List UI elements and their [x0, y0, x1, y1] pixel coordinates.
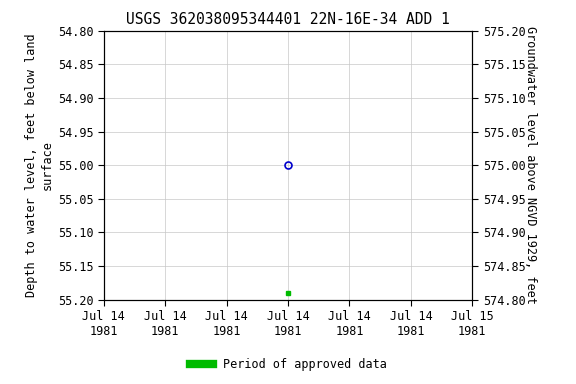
- Title: USGS 362038095344401 22N-16E-34 ADD 1: USGS 362038095344401 22N-16E-34 ADD 1: [126, 12, 450, 27]
- Legend: Period of approved data: Period of approved data: [185, 354, 391, 376]
- Y-axis label: Depth to water level, feet below land
surface: Depth to water level, feet below land su…: [25, 33, 54, 297]
- Y-axis label: Groundwater level above NGVD 1929, feet: Groundwater level above NGVD 1929, feet: [524, 26, 537, 304]
